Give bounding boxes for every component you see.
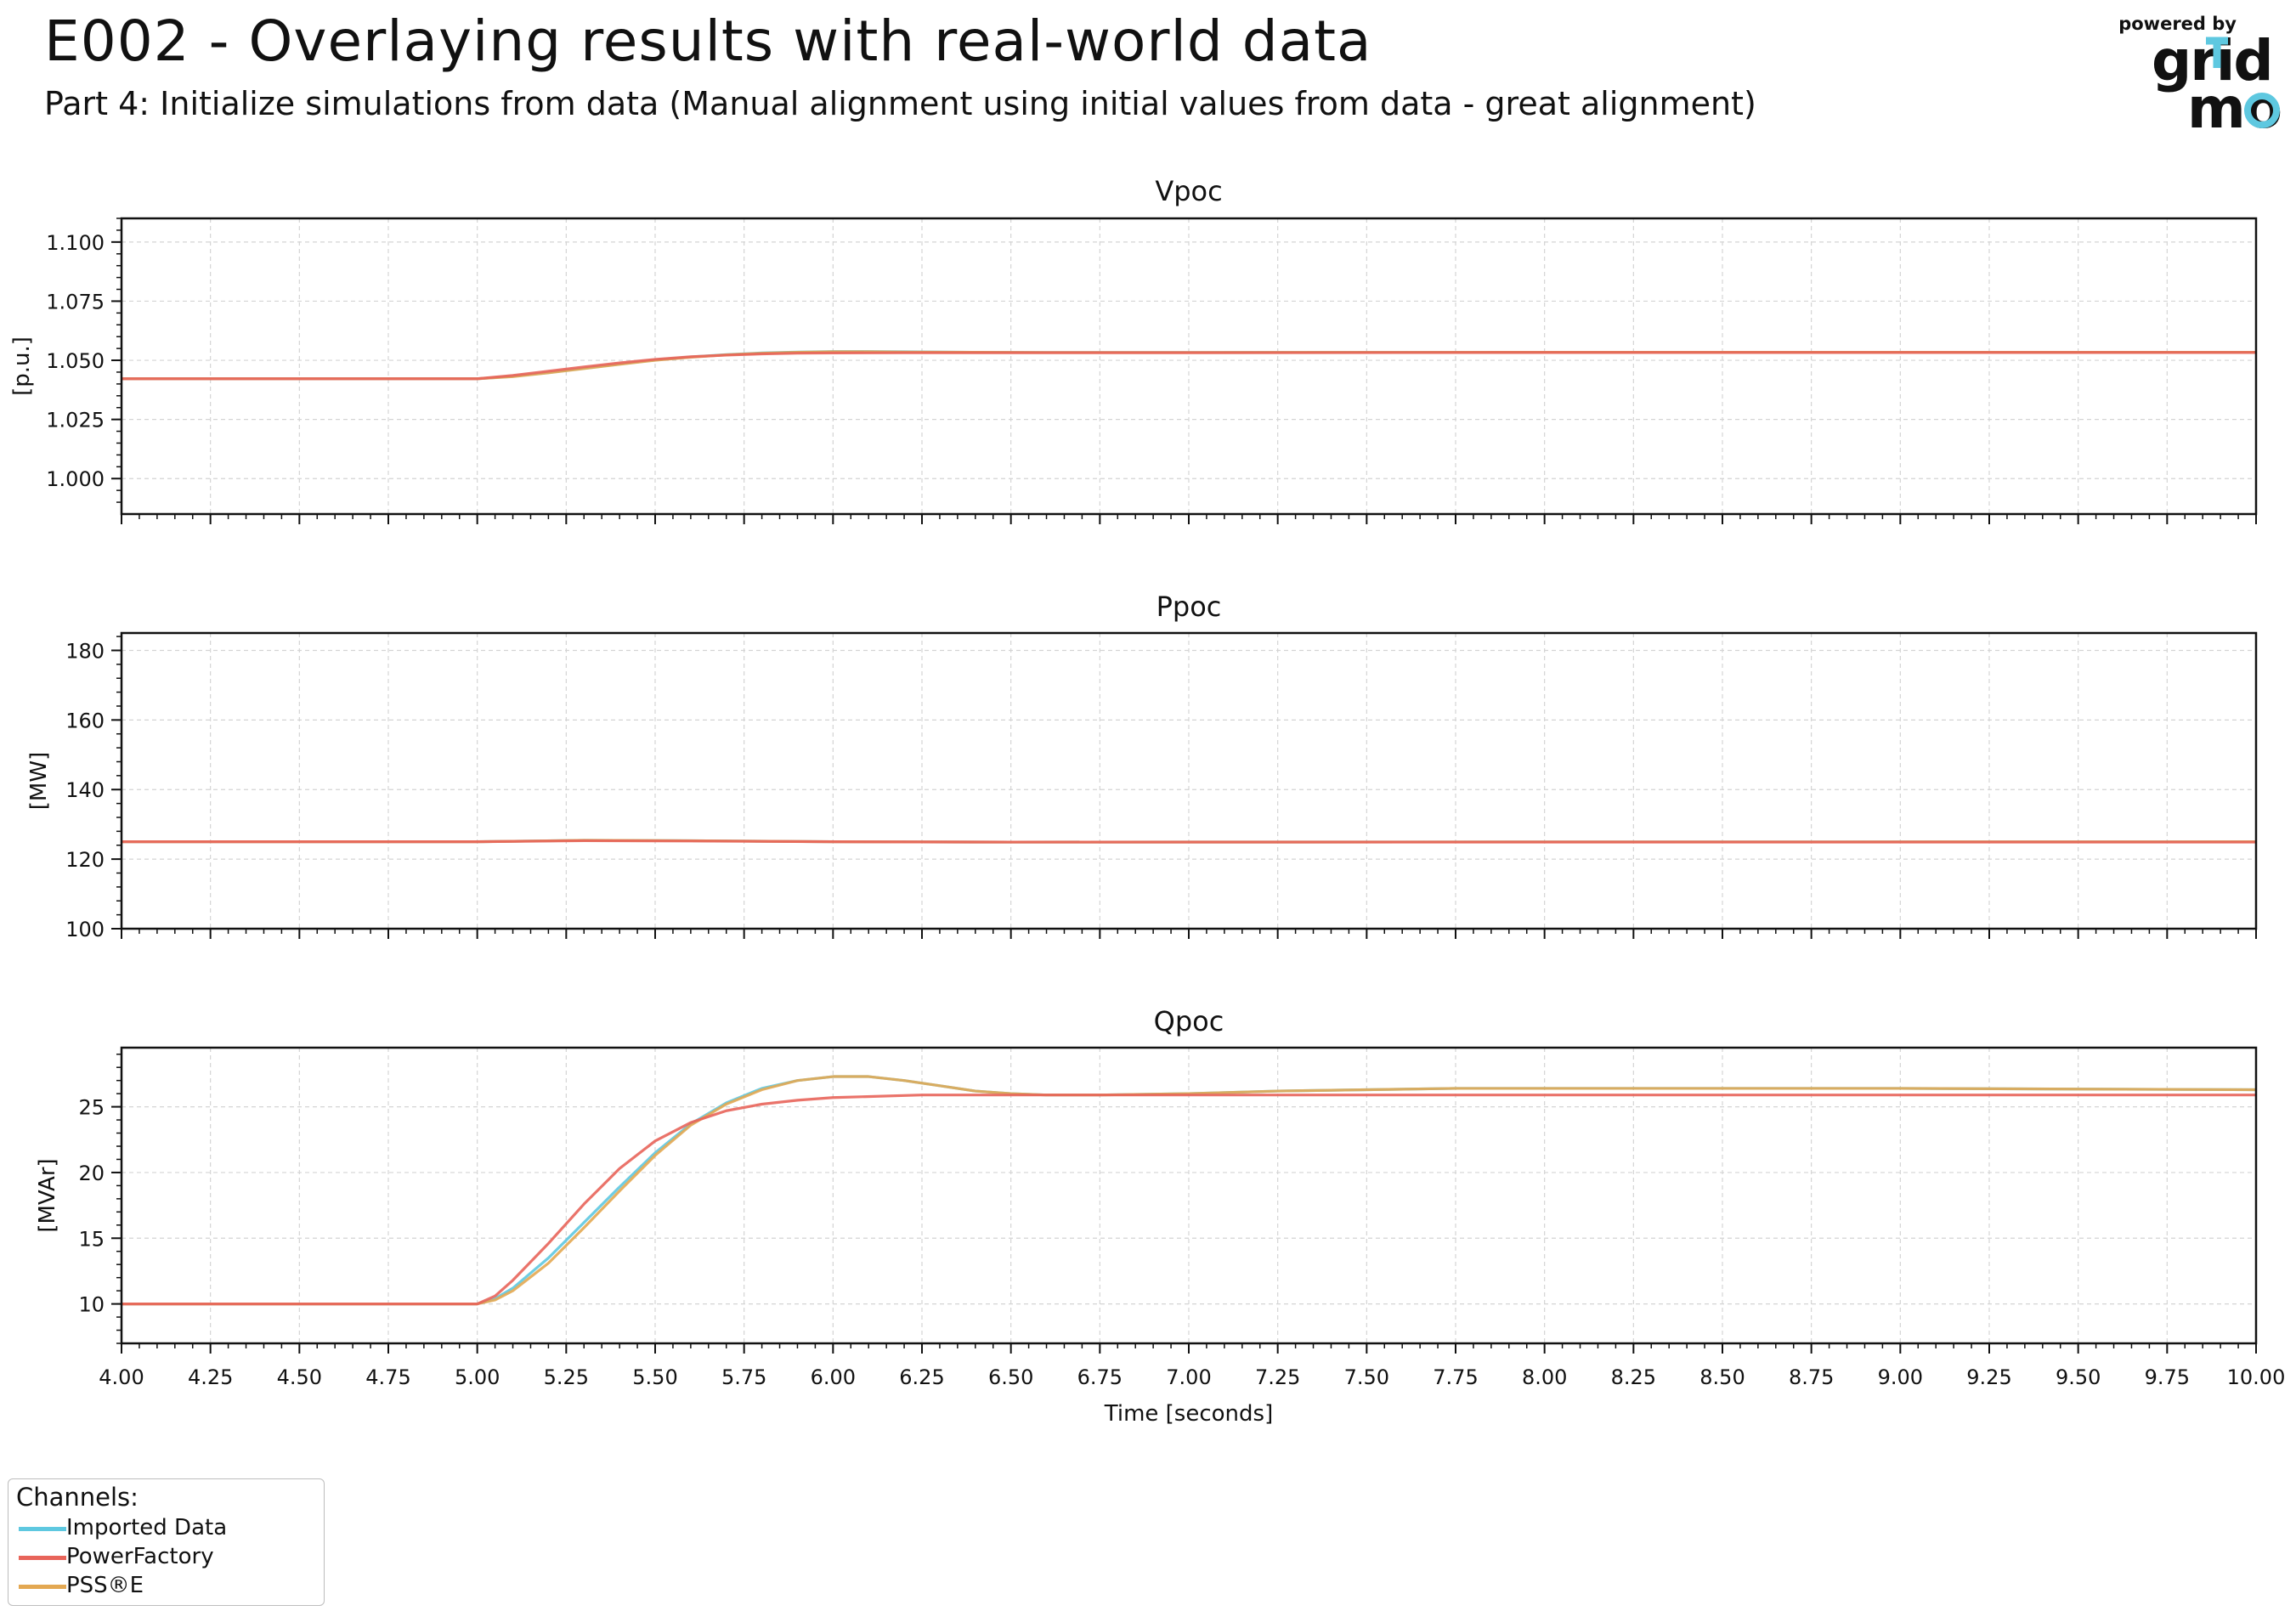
x-tick-label: 8.50: [1699, 1365, 1745, 1389]
x-tick-label: 6.25: [899, 1365, 944, 1389]
powered-by-text: powered by: [2118, 14, 2237, 34]
panel-title-qpoc: Qpoc: [1154, 1005, 1224, 1037]
x-tick-label: 5.00: [455, 1365, 500, 1389]
legend-swatch-imported: [19, 1527, 66, 1531]
legend-swatch-psse: [19, 1585, 66, 1589]
gridmo-logo: powered by grid mo: [2118, 14, 2286, 141]
y-tick-label: 1.050: [46, 349, 105, 373]
y-tick-label: 140: [65, 778, 105, 802]
legend-title: Channels:: [16, 1483, 139, 1512]
y-axis-label: [MVAr]: [35, 1158, 60, 1232]
x-tick-label: 7.25: [1255, 1365, 1300, 1389]
y-axis-label: [MW]: [26, 752, 52, 810]
legend-label-psse: PSS®E: [66, 1573, 144, 1598]
series-line-powerfactory: [122, 839, 2256, 844]
series-line-powerfactory: [122, 351, 2256, 381]
page-title: E002 - Overlaying results with real-worl…: [44, 8, 1372, 74]
y-tick-label: 20: [78, 1162, 105, 1185]
legend: Channels: Imported Data PowerFactory PSS…: [8, 1478, 325, 1606]
gridmo-logo-icon: grid mo: [2152, 28, 2282, 141]
x-tick-label: 9.00: [1878, 1365, 1923, 1389]
x-tick-label: 5.50: [632, 1365, 677, 1389]
x-tick-label: 7.50: [1344, 1365, 1389, 1389]
x-tick-label: 10.00: [2227, 1365, 2286, 1389]
y-tick-label: 15: [78, 1227, 105, 1251]
x-tick-label: 4.00: [99, 1365, 144, 1389]
x-tick-label: 5.75: [721, 1365, 766, 1389]
x-axis-label: Time [seconds]: [1104, 1401, 1273, 1427]
y-tick-label: 100: [65, 918, 105, 941]
panel-title-vpoc: Vpoc: [1155, 175, 1222, 207]
chart-panel-qpoc: 10 15 20 25 4.00 4.25 4.50 4.75 5.00 5.25 5.50 5.75…: [35, 1005, 2285, 1427]
logo-word-bottom: mo: [2187, 76, 2281, 141]
x-tick-label: 8.25: [1611, 1365, 1656, 1389]
x-tick-label: 4.50: [277, 1365, 322, 1389]
x-tick-label: 9.50: [2056, 1365, 2101, 1389]
x-tick-label: 4.75: [365, 1365, 410, 1389]
x-tick-label: 9.75: [2145, 1365, 2190, 1389]
x-tick-label: 8.00: [1522, 1365, 1567, 1389]
legend-item-powerfactory: PowerFactory: [8, 1544, 323, 1571]
y-tick-label: 10: [78, 1293, 105, 1317]
legend-item-psse: PSS®E: [8, 1573, 323, 1600]
legend-label-powerfactory: PowerFactory: [66, 1544, 214, 1569]
series-line-pss-e: [122, 1075, 2257, 1306]
y-tick-label: 120: [65, 848, 105, 872]
x-tick-label: 7.00: [1166, 1365, 1211, 1389]
y-tick-label: 160: [65, 709, 105, 732]
legend-label-imported: Imported Data: [66, 1515, 228, 1540]
x-tick-label: 4.25: [188, 1365, 233, 1389]
chart-panel-vpoc: 1.000 1.025 1.050 1.075 1.100 Vpoc [p.u.]: [9, 175, 2258, 524]
y-tick-label: 180: [65, 639, 105, 663]
y-tick-label: 25: [78, 1096, 105, 1120]
x-tick-label: 6.75: [1077, 1365, 1123, 1389]
y-tick-label: 1.075: [46, 290, 105, 314]
y-tick-label: 1.000: [46, 467, 105, 491]
x-tick-label: 6.00: [811, 1365, 856, 1389]
y-tick-label: 1.100: [46, 231, 105, 255]
logo-ring-icon: [2244, 93, 2280, 128]
x-tick-label: 7.75: [1433, 1365, 1478, 1389]
x-tick-label: 9.25: [1966, 1365, 2011, 1389]
x-tick-label: 5.25: [544, 1365, 589, 1389]
x-tick-label: 8.75: [1789, 1365, 1834, 1389]
page-subtitle: Part 4: Initialize simulations from data…: [44, 85, 1756, 122]
y-tick-label: 1.025: [46, 409, 105, 432]
legend-swatch-powerfactory: [19, 1556, 66, 1560]
legend-item-imported-data: Imported Data: [8, 1515, 323, 1542]
logo-plug-icon: [2206, 37, 2228, 68]
y-axis-label: [p.u.]: [9, 336, 35, 396]
x-tick-label: 6.50: [988, 1365, 1033, 1389]
series-line-powerfactory: [122, 1094, 2256, 1306]
chart-panel-ppoc: 100 120 140 160 180 Ppoc [MW]: [26, 591, 2258, 941]
panel-title-ppoc: Ppoc: [1156, 591, 1222, 623]
